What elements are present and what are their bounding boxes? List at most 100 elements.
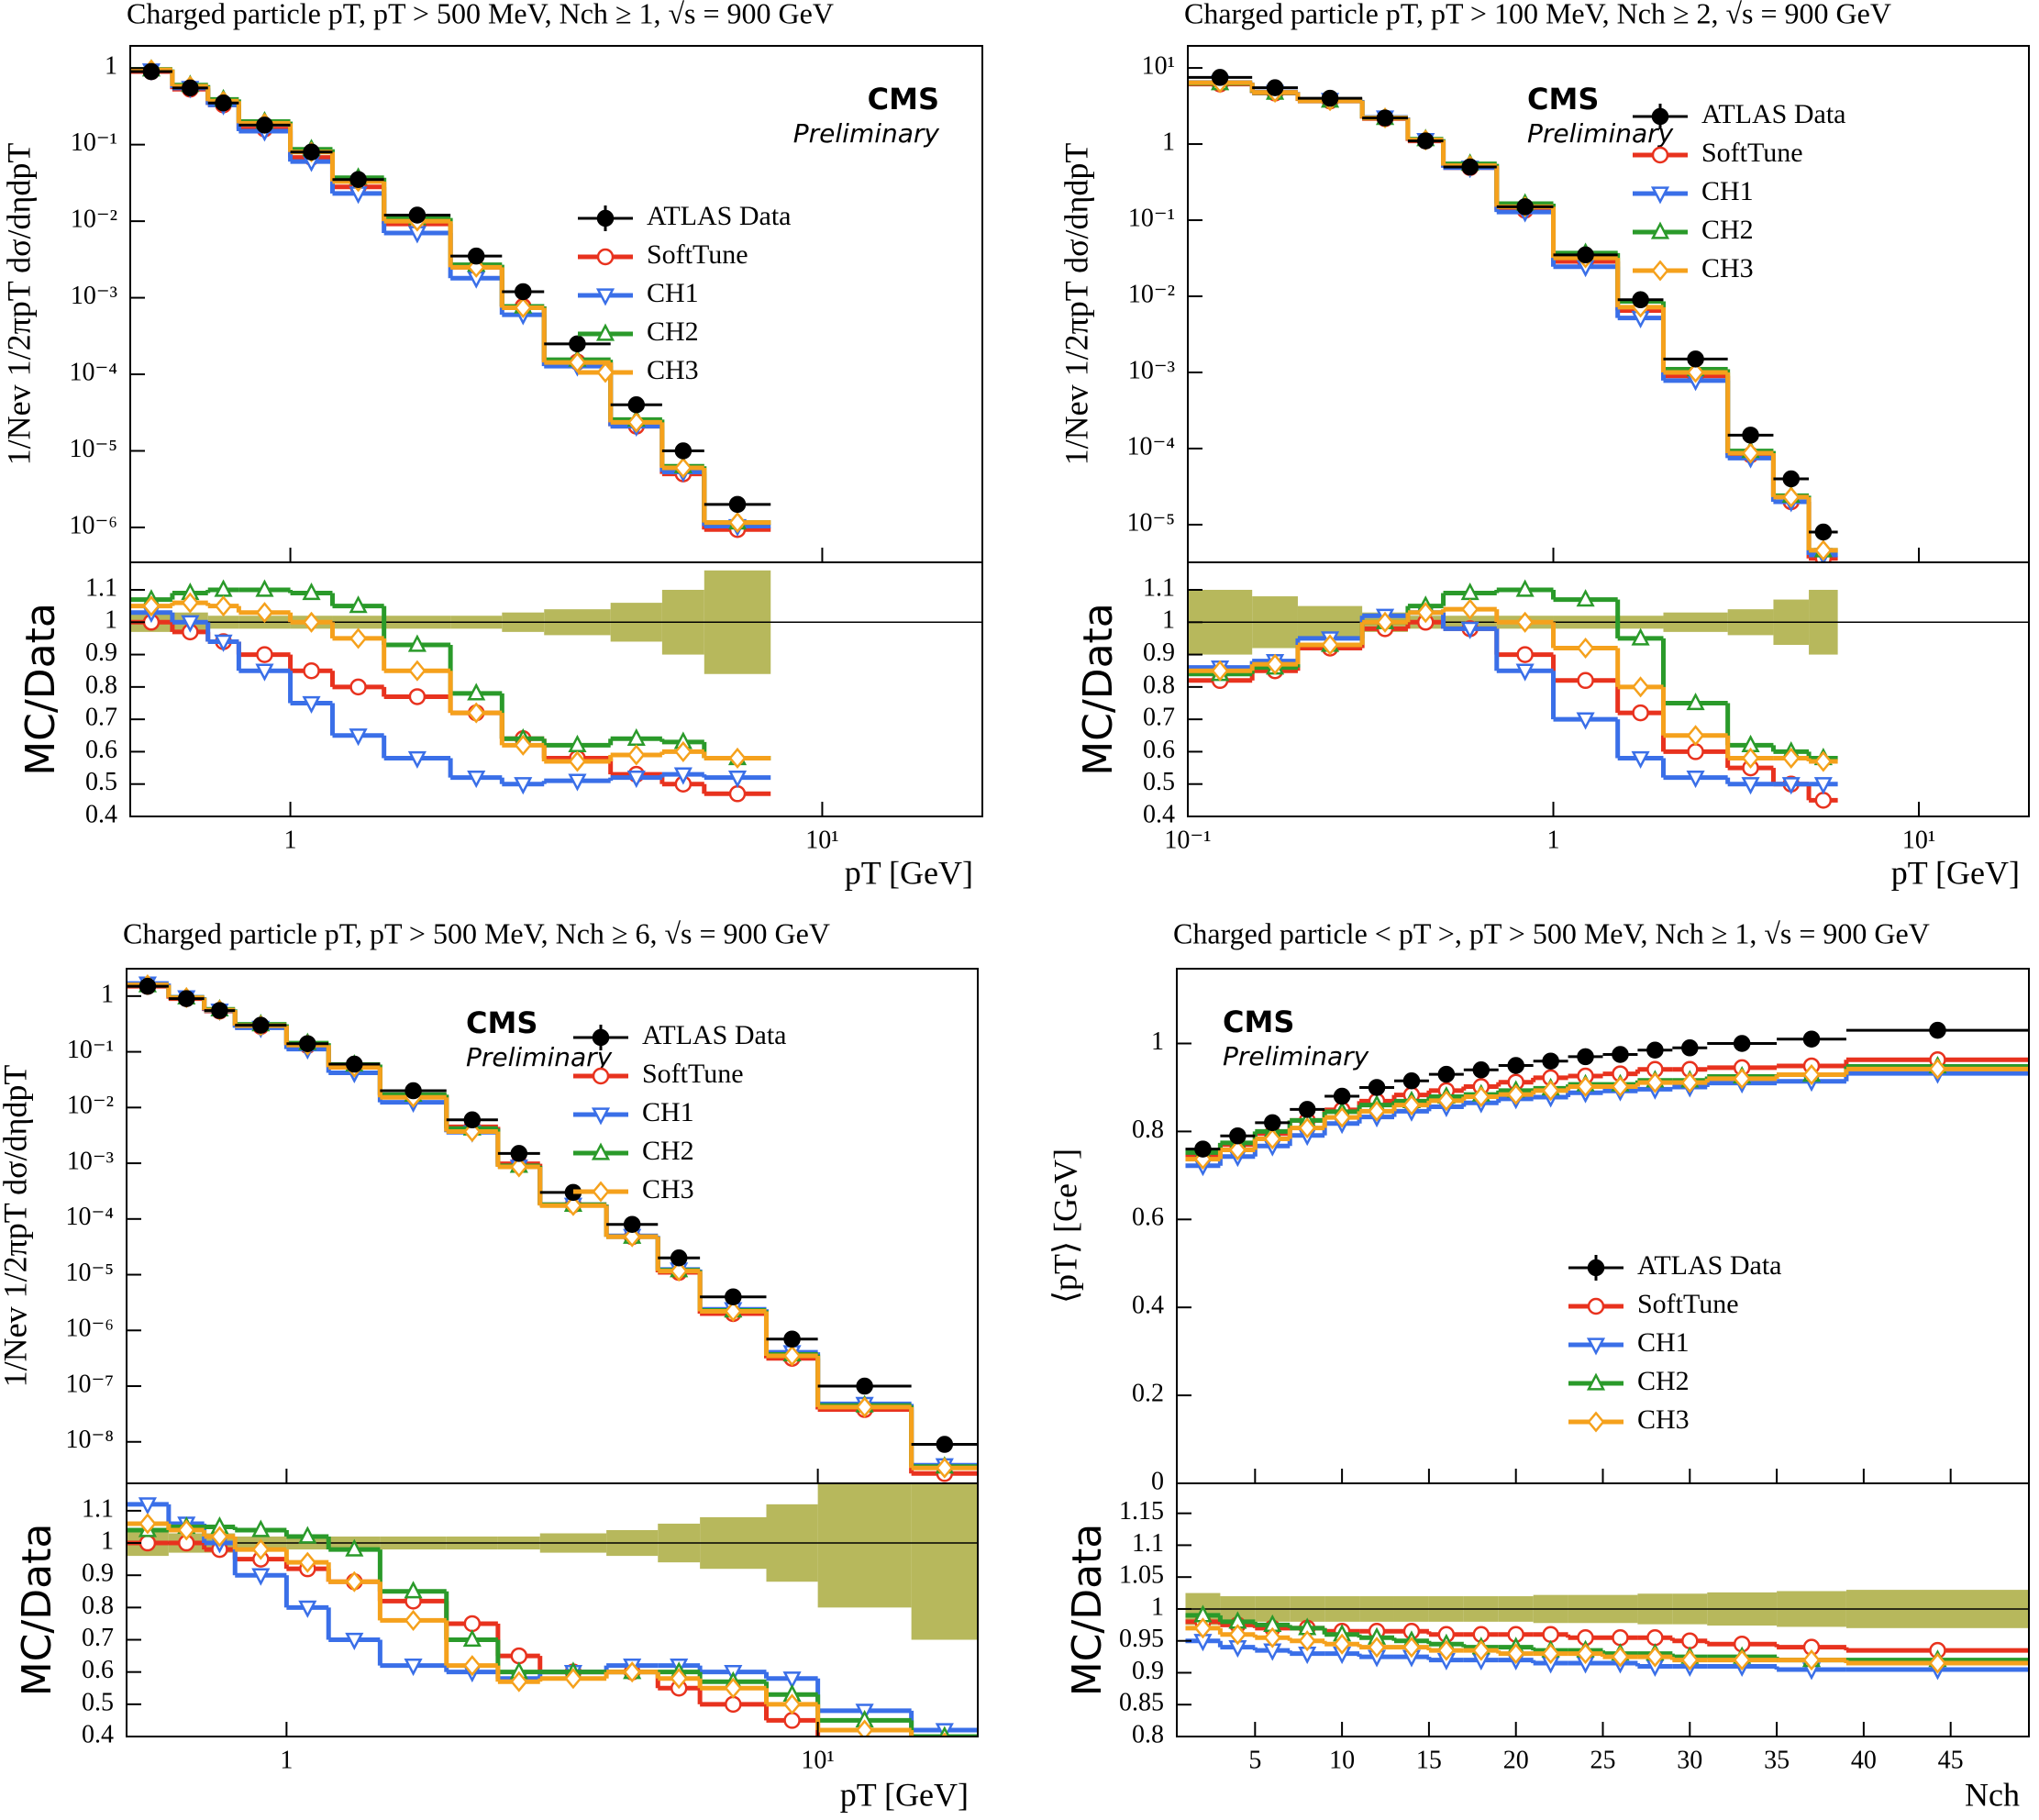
mc-marker: [1376, 611, 1394, 633]
legend-label: SoftTune: [1637, 1289, 1739, 1319]
mc-marker: [783, 1712, 801, 1729]
mc-marker: [1611, 1646, 1630, 1668]
data-point: [1632, 291, 1649, 309]
y-tick-label: 10⁻⁴: [69, 358, 117, 386]
mc-marker: [1802, 1649, 1821, 1671]
mc-marker: [210, 1526, 229, 1548]
mc-marker: [1541, 1080, 1560, 1102]
mc-marker: [1298, 1630, 1316, 1652]
legend-label: ATLAS Data: [647, 201, 791, 231]
legend-label: CH1: [1637, 1327, 1690, 1358]
mc-marker: [1928, 1652, 1947, 1674]
mc-marker: [673, 767, 693, 785]
mc-marker: [674, 740, 693, 762]
data-point: [1461, 158, 1479, 176]
ratio-panel: [127, 1483, 978, 1776]
mc-marker: [255, 602, 274, 624]
mc-marker: [1515, 663, 1535, 682]
ratio-y-tick-label: 1: [1151, 1592, 1164, 1621]
ratio-y-tick-label: 0.4: [1143, 800, 1175, 828]
ratio-y-tick-label: 1.1: [1143, 573, 1175, 602]
y-tick-label: 10⁻²: [71, 205, 117, 234]
data-point: [1298, 1101, 1316, 1118]
y-tick-label: 10⁻³: [71, 282, 117, 310]
ratio-axis-label: MC/Data: [17, 603, 64, 776]
main-panel: [1188, 69, 1838, 562]
mc-marker: [214, 634, 233, 652]
data-point: [1929, 1021, 1946, 1039]
mc-marker: [1228, 1138, 1247, 1161]
mc-marker: [1298, 1117, 1316, 1139]
mc-marker: [1646, 1628, 1664, 1647]
mc-marker: [349, 627, 368, 649]
mc-marker: [349, 595, 368, 614]
mc-marker: [674, 457, 693, 479]
mc-marker: [1576, 589, 1595, 607]
mc-marker: [1333, 1106, 1351, 1128]
legend-marker: [1650, 221, 1670, 239]
mc-marker: [1507, 1643, 1525, 1665]
mc-marker: [302, 583, 321, 601]
mc-marker: [345, 1632, 364, 1651]
data-point: [463, 1111, 482, 1129]
ratio-panel: [1188, 579, 2029, 809]
mc-marker: [1193, 1149, 1213, 1171]
mc-marker: [1646, 1071, 1665, 1093]
mc-marker: [1741, 442, 1760, 464]
data-point: [1687, 350, 1704, 368]
mc-marker: [349, 728, 368, 747]
mc-marker: [670, 1668, 688, 1690]
data-point: [728, 495, 747, 514]
mc-marker: [725, 1695, 742, 1714]
data-point: [139, 977, 157, 995]
ratio-y-tick-label: 1.15: [1119, 1497, 1164, 1526]
ratio-y-tick-label: 0.5: [1143, 768, 1175, 796]
mc-marker: [1813, 777, 1833, 795]
mc-marker: [1686, 771, 1705, 789]
mc-marker: [1576, 637, 1595, 660]
mc-marker: [1781, 777, 1801, 795]
mc-marker: [1576, 1643, 1595, 1665]
mc-marker: [1687, 743, 1704, 760]
uncertainty-band: [911, 1483, 978, 1640]
ratio-y-tick-label: 0.9: [1132, 1657, 1164, 1685]
mc-marker: [728, 747, 747, 770]
mc-marker: [1460, 621, 1479, 639]
mc-marker: [1646, 1646, 1665, 1668]
ratio-y-tick-label: 0.5: [85, 768, 117, 796]
y-axis-label: 1/Nev 1/2πpT dσ/dηdpT: [1058, 143, 1094, 466]
mc-marker: [1193, 1617, 1213, 1639]
x-tick-label: 5: [1248, 1746, 1261, 1774]
mc-marker: [856, 1719, 874, 1737]
data-point: [1612, 1046, 1629, 1063]
data-point: [1368, 1079, 1386, 1096]
ratio-y-tick-label: 0.8: [82, 1592, 114, 1620]
mc-marker: [1507, 1083, 1525, 1105]
mc-marker: [724, 1300, 742, 1323]
mc-marker: [139, 1534, 157, 1552]
legend-marker: [596, 209, 615, 228]
mc-marker: [1437, 1090, 1456, 1112]
y-tick-label: 10⁻⁵: [65, 1259, 114, 1287]
legend-label: CH2: [1637, 1366, 1690, 1396]
legend-label: CH3: [1637, 1404, 1690, 1435]
x-tick-label: 10¹: [1902, 826, 1935, 854]
x-tick-label: 1: [284, 826, 297, 854]
data-point: [142, 62, 161, 81]
data-point: [299, 1035, 316, 1052]
status-label: Preliminary: [1527, 118, 1674, 149]
mc-marker: [1814, 792, 1833, 809]
data-point: [178, 990, 195, 1007]
x-tick-label: 30: [1677, 1746, 1702, 1774]
mc-marker: [1368, 1100, 1386, 1122]
data-point: [349, 171, 367, 188]
data-point: [1266, 79, 1284, 96]
legend-label: CH2: [647, 316, 699, 347]
ratio-y-tick-label: 0.85: [1119, 1689, 1164, 1717]
ratio-y-tick-label: 1.1: [1132, 1529, 1164, 1558]
legend-marker: [1651, 107, 1669, 126]
mc-marker: [142, 595, 161, 617]
mc-marker: [937, 1761, 952, 1776]
mc-marker: [404, 1658, 423, 1677]
mc-marker: [1577, 671, 1594, 690]
